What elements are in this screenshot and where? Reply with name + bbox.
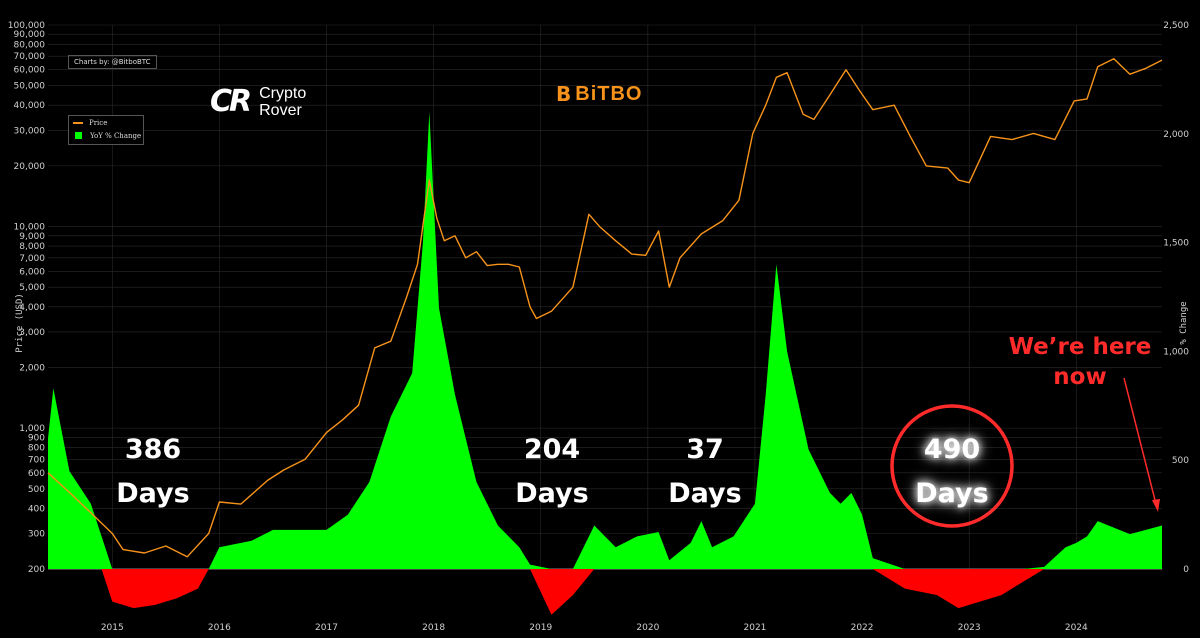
y-tick-label: 20,000 bbox=[14, 162, 46, 172]
x-axis-ticks: 2015 2016 2017 2018 2019 2020 2021 2022 2023 2024 bbox=[101, 623, 1088, 633]
y-tick-label: 10,000 bbox=[14, 223, 46, 233]
y-axis-label: Price (USD) bbox=[15, 293, 25, 353]
y-tick-label: 80,000 bbox=[14, 41, 46, 51]
y-tick-label: 50,000 bbox=[14, 82, 46, 92]
annotation-number: 490 bbox=[923, 434, 981, 465]
y-tick-label: 3,000 bbox=[19, 328, 45, 338]
yoy-swatch bbox=[75, 132, 82, 139]
crypto-rover-mark: CR bbox=[210, 84, 252, 119]
crypto-rover-line1: Crypto bbox=[259, 84, 307, 102]
chart-credit: Charts by: @BitboBTC bbox=[68, 55, 157, 69]
y-tick-label: 70,000 bbox=[14, 52, 46, 62]
highlight-circle bbox=[890, 404, 1014, 528]
y-tick-label: 30,000 bbox=[14, 126, 46, 136]
callout-text: We’re here now bbox=[1000, 332, 1160, 392]
y2-tick-label: 1,500 bbox=[1163, 239, 1189, 249]
y2-tick-label: 1,000 bbox=[1163, 347, 1189, 357]
annotation-number: 204 bbox=[523, 434, 581, 465]
x-tick-label: 2018 bbox=[422, 623, 445, 633]
annotation-unit: Days bbox=[515, 478, 589, 509]
y-tick-label: 90,000 bbox=[14, 30, 46, 40]
x-tick-label: 2015 bbox=[101, 623, 124, 633]
bitbo-mark-icon: B bbox=[556, 82, 572, 106]
y-tick-label: 9,000 bbox=[19, 232, 45, 242]
y2-axis-label: % Change bbox=[1179, 301, 1189, 344]
y-tick-label: 600 bbox=[28, 469, 45, 479]
y-tick-label: 5,000 bbox=[19, 283, 45, 293]
callout-line1: We’re here bbox=[1008, 334, 1152, 360]
price-line-group bbox=[47, 58, 1163, 558]
annotation-number: 386 bbox=[124, 434, 182, 465]
y2-tick-label: 2,000 bbox=[1163, 130, 1189, 140]
y-tick-label: 100,000 bbox=[8, 21, 45, 31]
x-tick-label: 2024 bbox=[1065, 623, 1088, 633]
y-tick-label: 800 bbox=[28, 444, 45, 454]
x-tick-label: 2022 bbox=[851, 623, 874, 633]
bitbo-logo: B BiTBO bbox=[556, 82, 642, 106]
legend-price-label: Price bbox=[89, 118, 108, 127]
y-tick-label: 300 bbox=[28, 530, 45, 540]
y-tick-label: 4,000 bbox=[19, 303, 45, 313]
legend-yoy-label: YoY % Change bbox=[90, 131, 142, 140]
y-tick-label: 400 bbox=[28, 504, 45, 514]
annotation-unit: Days bbox=[116, 478, 190, 509]
callout-arrow bbox=[1123, 377, 1158, 509]
x-tick-label: 2021 bbox=[744, 623, 767, 633]
y-tick-label: 900 bbox=[28, 433, 45, 443]
crypto-rover-line2: Rover bbox=[259, 101, 302, 119]
legend-item-yoy: YoY % Change bbox=[69, 129, 143, 142]
y-tick-label: 700 bbox=[28, 455, 45, 465]
annotation-386: 386 Days bbox=[108, 428, 198, 516]
annotation-37: 37 Days bbox=[660, 428, 750, 516]
callout-arrowhead bbox=[1152, 499, 1160, 512]
price-swatch bbox=[73, 121, 83, 124]
yoy-area bbox=[48, 112, 1162, 615]
y-tick-label: 1,000 bbox=[19, 424, 45, 434]
annotation-number: 37 bbox=[686, 434, 724, 465]
y-tick-label: 7,000 bbox=[19, 254, 45, 264]
x-tick-label: 2023 bbox=[958, 623, 981, 633]
annotation-490: 490 Days bbox=[906, 428, 998, 516]
annotation-204: 204 Days bbox=[506, 428, 598, 516]
crypto-rover-logo: CR Crypto Rover bbox=[210, 84, 306, 119]
annotation-unit: Days bbox=[668, 478, 742, 509]
y2-tick-label: 2,500 bbox=[1163, 21, 1189, 31]
y-tick-label: 200 bbox=[28, 565, 45, 575]
bitbo-name: BiTBO bbox=[575, 82, 643, 105]
x-tick-label: 2020 bbox=[636, 623, 659, 633]
annotation-unit: Days bbox=[915, 478, 989, 509]
y-tick-label: 8,000 bbox=[19, 242, 45, 252]
right-axis-ticks: 0 500 1,000 1,500 2,000 2,500 bbox=[1163, 21, 1189, 575]
y2-tick-label: 0 bbox=[1183, 565, 1189, 575]
x-tick-label: 2019 bbox=[529, 623, 552, 633]
legend-item-price: Price bbox=[69, 116, 143, 129]
legend: Price YoY % Change bbox=[68, 115, 144, 145]
y-tick-label: 60,000 bbox=[14, 66, 46, 76]
yoy-negative-area bbox=[48, 569, 1162, 615]
y-tick-label: 500 bbox=[28, 485, 45, 495]
y-tick-label: 6,000 bbox=[19, 267, 45, 277]
price-line bbox=[47, 58, 1163, 558]
y2-tick-label: 500 bbox=[1172, 456, 1189, 466]
y-tick-label: 40,000 bbox=[14, 101, 46, 111]
x-tick-label: 2016 bbox=[208, 623, 231, 633]
callout-line2: now bbox=[1053, 364, 1107, 390]
y-tick-label: 2,000 bbox=[19, 363, 45, 373]
x-tick-label: 2017 bbox=[315, 623, 338, 633]
crypto-rover-name: Crypto Rover bbox=[259, 85, 306, 119]
